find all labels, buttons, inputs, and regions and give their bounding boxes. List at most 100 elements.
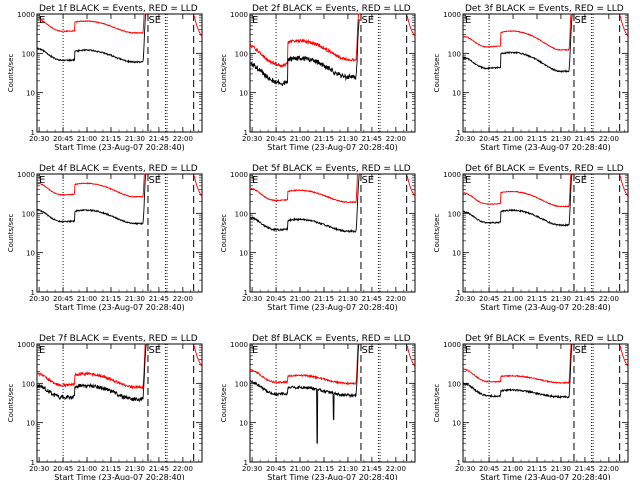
- red-series-tail: [619, 175, 629, 197]
- se-marker-label: SE: [361, 345, 374, 356]
- x-tick-label: 21:00: [503, 295, 523, 303]
- panel-title: Det 2f BLACK = Events, RED = LLD: [252, 4, 411, 14]
- y-tick-label: 100: [448, 210, 461, 218]
- panel-det-6: Det 6f BLACK = Events, RED = LLD 1 10 100 10…: [433, 164, 629, 312]
- x-tick-label: 21:45: [575, 465, 595, 473]
- se-marker-label: SE: [148, 345, 161, 356]
- x-tick-label: 22:00: [386, 465, 406, 473]
- x-tick-label: 20:45: [479, 135, 499, 143]
- y-axis-label: Counts/sec: [7, 384, 15, 423]
- panel-det-4: Det 4f BLACK = Events, RED = LLD 1 10 100 10…: [7, 164, 203, 312]
- x-tick-label: 20:45: [53, 465, 73, 473]
- y-tick-label: 1000: [230, 341, 248, 349]
- x-tick-label: 22:00: [599, 135, 619, 143]
- red-series-tail: [406, 15, 416, 37]
- x-tick-label: 21:15: [527, 295, 547, 303]
- x-tick-label: 20:45: [53, 135, 73, 143]
- x-tick-label: 21:30: [551, 465, 571, 473]
- x-axis-label: Start Time (23-Aug-07 20:28:40): [480, 303, 611, 312]
- x-tick-label: 20:30: [242, 295, 262, 303]
- y-axis-label: Counts/sec: [7, 214, 15, 253]
- x-tick-label: 20:45: [479, 465, 499, 473]
- y-tick-label: 10: [26, 250, 35, 258]
- x-tick-label: 21:30: [338, 295, 358, 303]
- x-tick-label: 21:45: [362, 295, 382, 303]
- red-series-tail: [619, 345, 629, 367]
- y-tick-label: 1000: [17, 171, 35, 179]
- x-axis-label: Start Time (23-Aug-07 20:28:40): [267, 143, 398, 152]
- panel-title: Det 9f BLACK = Events, RED = LLD: [465, 334, 624, 344]
- y-tick-label: 1000: [17, 341, 35, 349]
- red-series-tail: [406, 175, 416, 197]
- x-tick-label: 21:45: [149, 465, 169, 473]
- x-tick-label: 22:00: [386, 295, 406, 303]
- y-tick-label: 10: [239, 420, 248, 428]
- black-series-line: [36, 173, 147, 226]
- x-tick-label: 21:00: [290, 465, 310, 473]
- x-tick-label: 21:00: [503, 135, 523, 143]
- panel-title: Det 3f BLACK = Events, RED = LLD: [465, 4, 624, 14]
- panel-title: Det 6f BLACK = Events, RED = LLD: [465, 164, 624, 174]
- e-marker-label: E: [39, 345, 45, 356]
- x-tick-label: 20:45: [53, 295, 73, 303]
- y-tick-label: 10: [452, 420, 461, 428]
- x-tick-label: 21:15: [314, 465, 334, 473]
- y-tick-label: 1: [244, 289, 248, 297]
- x-tick-label: 21:30: [551, 295, 571, 303]
- x-tick-label: 21:30: [125, 465, 145, 473]
- x-tick-label: 20:45: [266, 295, 286, 303]
- x-tick-label: 21:15: [101, 465, 121, 473]
- y-axis-label: Counts/sec: [220, 54, 228, 93]
- x-tick-label: 22:00: [173, 135, 193, 143]
- x-axis-label: Start Time (23-Aug-07 20:28:40): [54, 143, 185, 152]
- panel-det-2: Det 2f BLACK = Events, RED = LLD 1 10 100 10…: [220, 4, 416, 152]
- y-axis-label: Counts/sec: [433, 384, 441, 423]
- x-tick-label: 21:00: [77, 135, 97, 143]
- x-tick-label: 21:00: [503, 465, 523, 473]
- x-axis-label: Start Time (23-Aug-07 20:28:40): [267, 303, 398, 312]
- y-axis-label: Counts/sec: [433, 54, 441, 93]
- black-series-line: [249, 343, 360, 444]
- y-tick-label: 1: [31, 289, 35, 297]
- y-tick-label: 1: [457, 289, 461, 297]
- panel-det-1: Det 1f BLACK = Events, RED = LLD 1 10 100 10…: [7, 4, 203, 152]
- plot-frame: [462, 173, 629, 293]
- y-tick-label: 100: [22, 210, 35, 218]
- e-marker-label: E: [465, 15, 471, 26]
- y-tick-label: 10: [26, 90, 35, 98]
- y-tick-label: 10: [452, 250, 461, 258]
- y-tick-label: 1: [31, 459, 35, 467]
- x-tick-label: 20:45: [266, 465, 286, 473]
- y-tick-label: 10: [26, 420, 35, 428]
- plot-frame: [36, 13, 203, 133]
- panel-title: Det 8f BLACK = Events, RED = LLD: [252, 334, 411, 344]
- se-marker-label: SE: [574, 175, 587, 186]
- y-tick-label: 1: [244, 459, 248, 467]
- x-tick-label: 22:00: [173, 295, 193, 303]
- red-series-line: [462, 343, 573, 385]
- y-tick-label: 1000: [443, 341, 461, 349]
- x-tick-label: 21:30: [551, 135, 571, 143]
- black-series-line: [249, 19, 360, 87]
- y-tick-label: 100: [235, 210, 248, 218]
- panel-title: Det 4f BLACK = Events, RED = LLD: [39, 164, 198, 174]
- x-axis-label: Start Time (23-Aug-07 20:28:40): [480, 143, 611, 152]
- plot-frame: [36, 173, 203, 293]
- y-tick-label: 1: [244, 129, 248, 137]
- red-series-line: [462, 13, 573, 51]
- y-tick-label: 10: [239, 90, 248, 98]
- y-tick-label: 1000: [443, 11, 461, 19]
- x-tick-label: 21:30: [125, 295, 145, 303]
- red-series-tail: [619, 15, 629, 37]
- plot-frame: [462, 13, 629, 133]
- red-series-tail: [193, 345, 203, 367]
- se-marker-label: SE: [148, 15, 161, 26]
- x-axis-label: Start Time (23-Aug-07 20:28:40): [480, 473, 611, 480]
- black-series-line: [36, 343, 147, 403]
- x-tick-label: 21:00: [290, 135, 310, 143]
- y-tick-label: 1000: [443, 171, 461, 179]
- y-axis-label: Counts/sec: [220, 214, 228, 253]
- x-tick-label: 20:30: [29, 135, 49, 143]
- panel-det-3: Det 3f BLACK = Events, RED = LLD 1 10 100 10…: [433, 4, 629, 152]
- se-marker-label: SE: [148, 175, 161, 186]
